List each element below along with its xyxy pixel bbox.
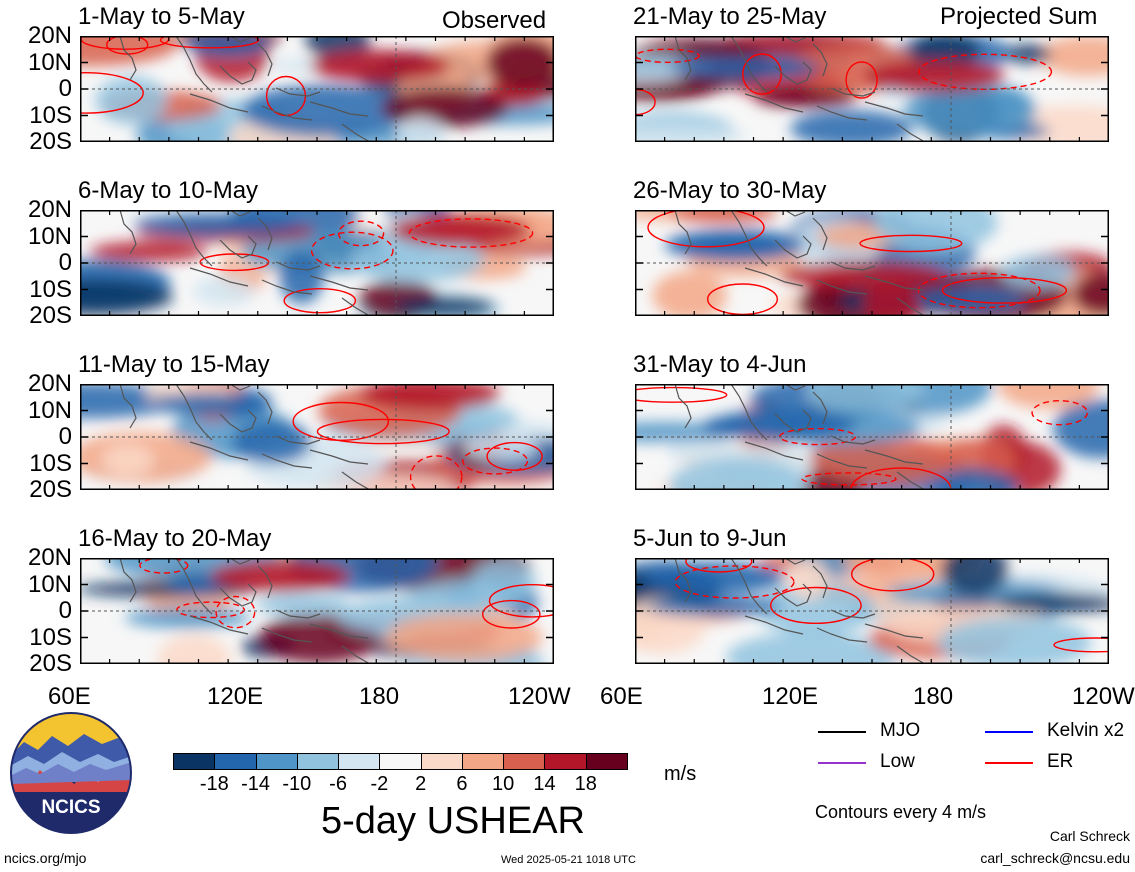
colorbar-swatch [544, 753, 587, 770]
lat-label: 10N [27, 570, 72, 598]
colorbar-swatch [214, 753, 257, 770]
legend-label-kelvin: Kelvin x2 [1047, 720, 1125, 741]
panel-title: 26-May to 30-May [633, 177, 827, 204]
legend-line-er [985, 762, 1033, 764]
lat-label: 20S [29, 302, 72, 329]
shear-map-panel [80, 209, 554, 317]
shear-map-panel [80, 557, 554, 665]
colorbar-swatch [461, 753, 505, 770]
lon-label: 120W [508, 683, 571, 710]
lat-label: 20N [27, 370, 72, 397]
panel-title: 21-May to 25-May [633, 3, 827, 30]
lat-label: 0 [58, 249, 72, 276]
lat-label: 20N [27, 544, 72, 571]
lat-label: 20S [29, 476, 72, 503]
colorbar-swatch [379, 753, 422, 770]
chart-title: 5-day USHEAR [321, 800, 585, 842]
colorbar-tick-label: -6 [329, 773, 347, 795]
shear-map-panel [80, 35, 554, 143]
colorbar-swatch [255, 753, 298, 770]
projected-label: Projected Sum [940, 3, 1098, 30]
shear-map-panel [635, 383, 1109, 491]
shear-map-panel [635, 557, 1109, 665]
colorbar-swatch [338, 753, 381, 770]
colorbar-swatch [503, 753, 546, 770]
lon-label: 180 [913, 683, 954, 710]
footer-author: Carl Schreck [1049, 828, 1130, 844]
lat-label: 20S [29, 650, 72, 677]
lat-label: 10S [29, 275, 72, 303]
colorbar-swatch [585, 753, 628, 770]
panel-title: 11-May to 15-May [78, 351, 270, 378]
lon-label: 120E [207, 683, 264, 710]
lat-label: 10N [27, 396, 72, 424]
panel-title: 1-May to 5-May [78, 3, 245, 30]
lat-label: 10N [27, 48, 72, 76]
legend-line-low [818, 762, 866, 764]
legend-line-kelvin [985, 731, 1033, 733]
colorbar-units: m/s [664, 763, 697, 785]
colorbar-tick-label: 14 [533, 773, 556, 795]
footer-url: ncics.org/mjo [4, 850, 87, 866]
legend-label-low: Low [880, 751, 915, 772]
logo-text: NCICS [41, 797, 100, 818]
observed-label: Observed [442, 7, 547, 34]
colorbar-tick-label: -10 [282, 773, 312, 795]
lat-label: 20N [27, 22, 72, 49]
lon-label: 180 [359, 683, 400, 710]
shear-map-panel [80, 383, 554, 491]
shear-map-panel [635, 209, 1109, 317]
lat-label: 0 [58, 75, 72, 102]
lat-label: 10S [29, 449, 72, 477]
lat-label: 0 [58, 597, 72, 624]
colorbar-tick-label: 2 [415, 773, 427, 795]
panel-title: 5-Jun to 9-Jun [633, 525, 787, 552]
lon-label: 120W [1072, 685, 1135, 709]
colorbar-tick-label: -18 [199, 773, 229, 795]
colorbar-tick-label: 10 [492, 773, 515, 795]
shear-map-panel [635, 35, 1109, 143]
legend-label-er: ER [1047, 751, 1074, 772]
legend-label-mjo: MJO [880, 720, 921, 741]
colorbar-tick-label: 6 [456, 773, 468, 795]
colorbar-tick-label: 18 [574, 773, 597, 795]
lon-label: 120E [762, 683, 819, 710]
panel-title: 31-May to 4-Jun [633, 351, 807, 378]
lat-label: 20N [27, 196, 72, 223]
contour-note: Contours every 4 m/s [815, 802, 987, 822]
lat-label: 10S [29, 623, 72, 651]
colorbar-swatch [173, 753, 216, 770]
colorbar-swatch [296, 753, 340, 770]
lon-label: 60E [48, 683, 91, 710]
lat-label: 10N [27, 222, 72, 250]
lat-label: 20S [29, 128, 72, 155]
colorbar-tick-label: -14 [241, 773, 270, 795]
panel-title: 16-May to 20-May [78, 525, 272, 552]
legend-line-mjo [818, 731, 866, 733]
lat-label: 10S [29, 101, 72, 129]
ncics-logo: NCICS [10, 712, 132, 834]
lon-label: 60E [600, 683, 643, 710]
panel-title: 6-May to 10-May [78, 177, 259, 204]
lat-label: 0 [58, 423, 72, 450]
footer-timestamp: Wed 2025-05-21 1018 UTC [501, 854, 636, 866]
footer-email: carl_schreck@ncsu.edu [980, 850, 1130, 866]
colorbar-tick-label: -2 [370, 773, 389, 795]
colorbar-swatch [420, 753, 463, 770]
